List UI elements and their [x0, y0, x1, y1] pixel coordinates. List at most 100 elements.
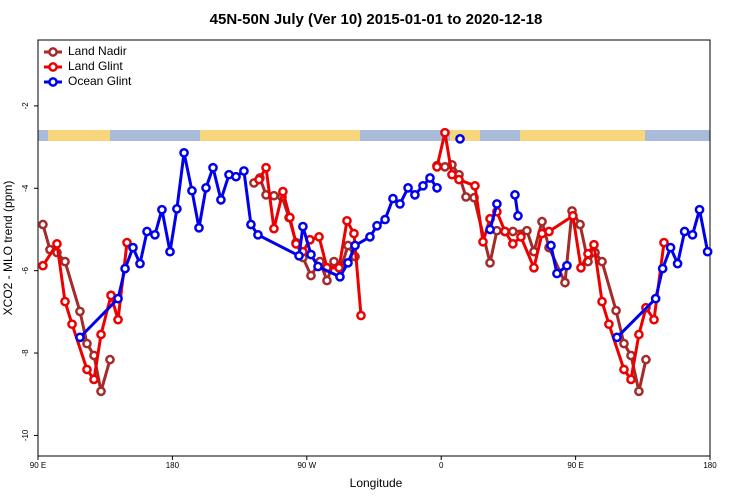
data-point — [135, 258, 145, 269]
data-point — [380, 214, 390, 225]
legend-label: Land Nadir — [68, 44, 127, 58]
data-point — [365, 232, 375, 242]
data-point — [216, 194, 226, 205]
data-point — [403, 183, 413, 193]
data-point — [208, 162, 218, 173]
legend-marker — [48, 47, 58, 57]
data-point — [306, 249, 316, 260]
data-point — [410, 190, 420, 200]
data-point — [179, 148, 189, 158]
x-tick-label: 90 W — [297, 461, 316, 470]
y-tick-label: -8 — [21, 349, 30, 357]
legend-marker — [48, 62, 58, 72]
series-line — [78, 152, 710, 339]
data-point — [231, 171, 241, 182]
data-point — [261, 162, 271, 173]
data-point — [687, 229, 698, 240]
data-point — [165, 246, 175, 257]
data-point — [485, 257, 495, 268]
data-point — [447, 169, 457, 180]
data-point — [298, 221, 308, 232]
data-point — [60, 256, 70, 267]
data-point — [702, 246, 713, 257]
y-axis-label: XCO2 - MLO trend (ppm) — [1, 181, 15, 316]
data-point — [75, 332, 85, 343]
data-point — [544, 226, 554, 237]
data-point — [597, 256, 607, 267]
data-point — [89, 374, 99, 385]
data-point — [454, 174, 464, 185]
data-point — [641, 354, 651, 365]
data-point — [350, 240, 360, 251]
data-point — [634, 386, 644, 397]
data-point — [38, 260, 48, 271]
data-point — [278, 186, 288, 197]
data-point — [560, 277, 570, 288]
data-point — [82, 338, 92, 349]
data-point — [60, 296, 70, 307]
data-point — [105, 354, 115, 365]
data-point — [575, 219, 585, 230]
data-point — [529, 262, 539, 273]
data-point — [343, 257, 353, 268]
data-point — [67, 319, 77, 330]
data-point — [329, 256, 339, 267]
data-point — [349, 228, 359, 239]
data-point — [38, 219, 48, 230]
data-point — [314, 232, 324, 242]
data-point — [659, 237, 669, 248]
data-point — [246, 219, 256, 230]
data-point — [187, 185, 197, 196]
data-point — [516, 232, 526, 242]
data-point — [128, 242, 138, 253]
data-point — [562, 260, 572, 271]
data-point — [478, 236, 488, 247]
data-point — [500, 226, 510, 237]
data-point — [342, 215, 352, 226]
data-point — [650, 293, 661, 304]
data-point — [634, 329, 644, 340]
data-point — [254, 174, 264, 185]
data-point — [537, 216, 547, 227]
data-point — [440, 127, 450, 138]
data-point — [576, 262, 586, 273]
data-point — [425, 173, 435, 183]
data-point — [122, 237, 132, 248]
data-point — [513, 211, 523, 221]
data-point — [552, 268, 562, 279]
data-point — [597, 296, 607, 307]
data-point — [294, 250, 304, 261]
data-point — [322, 275, 332, 286]
data-point — [52, 239, 62, 249]
data-point — [510, 190, 520, 200]
x-axis-label: Longitude — [350, 476, 403, 490]
data-point — [508, 226, 518, 237]
data-point — [485, 224, 495, 235]
data-point — [522, 225, 532, 236]
data-point — [113, 314, 123, 325]
data-point — [306, 270, 316, 281]
data-point — [612, 332, 622, 343]
data-point — [395, 199, 405, 209]
data-point — [619, 338, 629, 349]
data-point — [253, 229, 263, 240]
data-point — [172, 204, 182, 214]
data-point — [194, 222, 204, 233]
data-point — [120, 263, 130, 274]
data-point — [372, 220, 382, 231]
y-tick-label: -10 — [21, 429, 30, 441]
data-point — [508, 239, 518, 249]
x-tick-label: 90 E — [567, 461, 583, 470]
data-point — [142, 226, 152, 237]
data-point — [313, 261, 323, 272]
data-point — [568, 211, 578, 221]
data-point — [356, 310, 366, 321]
legend-label: Ocean Glint — [68, 74, 132, 88]
data-point — [679, 226, 690, 237]
data-point — [334, 262, 344, 273]
data-point — [291, 239, 301, 249]
x-tick-label: 180 — [166, 461, 180, 470]
plot-frame — [37, 39, 711, 457]
data-point — [75, 306, 85, 317]
